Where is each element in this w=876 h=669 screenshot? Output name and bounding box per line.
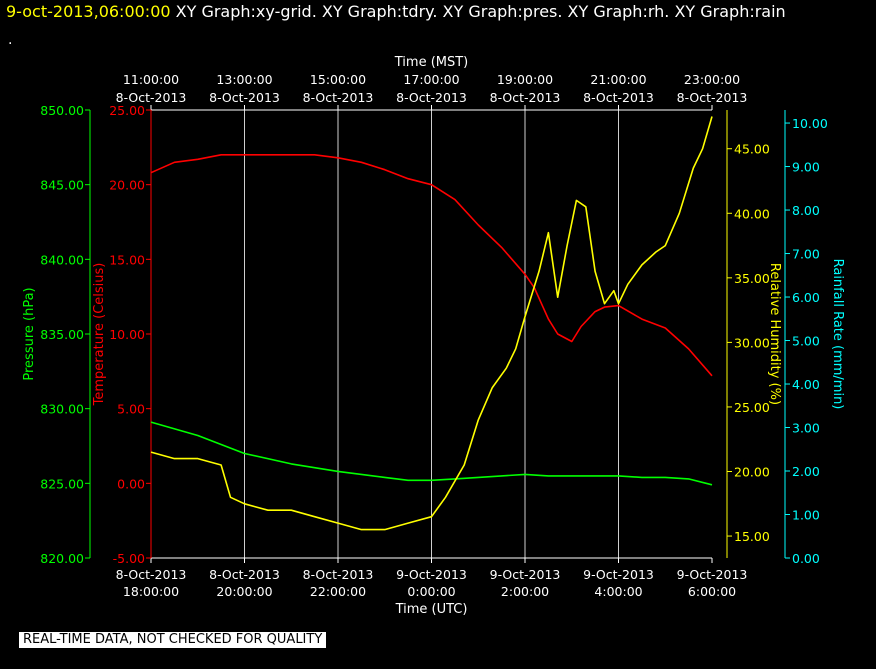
top-tick-date: 8-Oct-2013 <box>583 90 654 105</box>
bottom-tick-date: 8-Oct-2013 <box>116 567 187 582</box>
series-line-pres <box>150 421 713 486</box>
humidity-tick-label: 20.00 <box>734 464 770 479</box>
top-tick-date: 8-Oct-2013 <box>303 90 374 105</box>
rain-tick-label: 4.00 <box>792 377 820 392</box>
rain-tick-label: 3.00 <box>792 421 820 436</box>
header-graph-list: XY Graph:xy-grid. XY Graph:tdry. XY Grap… <box>170 2 786 21</box>
top-tick-date: 8-Oct-2013 <box>490 90 561 105</box>
rain-tick-label: 7.00 <box>792 247 820 262</box>
humidity-tick-label: 40.00 <box>734 206 770 221</box>
top-tick-time: 23:00:00 <box>684 72 740 87</box>
bottom-tick-date: 8-Oct-2013 <box>209 567 280 582</box>
bottom-tick-date: 9-Oct-2013 <box>396 567 467 582</box>
bottom-tick-date: 9-Oct-2013 <box>677 567 748 582</box>
humidity-axis-label: Relative Humidity (%) <box>767 263 782 405</box>
graph-header: 9-oct-2013,06:00:00 XY Graph:xy-grid. XY… <box>6 2 786 21</box>
top-tick-time: 21:00:00 <box>590 72 646 87</box>
rain-tick-label: 9.00 <box>792 160 820 175</box>
series-line-rh <box>150 116 713 531</box>
header-timestamp: 9-oct-2013,06:00:00 <box>6 2 171 21</box>
temperature-tick-label: -5.00 <box>113 551 145 566</box>
bottom-tick-date: 9-Oct-2013 <box>583 567 654 582</box>
series-line-tdry <box>150 154 713 377</box>
temperature-tick-label: 10.00 <box>109 327 145 342</box>
pressure-tick-label: 820.00 <box>40 551 84 566</box>
pressure-tick-label: 830.00 <box>40 402 84 417</box>
temperature-tick-label: 20.00 <box>109 178 145 193</box>
top-tick-date: 8-Oct-2013 <box>396 90 467 105</box>
top-axis-title: Time (MST) <box>394 55 469 70</box>
rain-tick-label: 2.00 <box>792 464 820 479</box>
pressure-tick-label: 835.00 <box>40 327 84 342</box>
rain-tick-label: 10.00 <box>792 116 828 131</box>
rain-tick-label: 6.00 <box>792 290 820 305</box>
pressure-tick-label: 850.00 <box>40 103 84 118</box>
top-tick-time: 19:00:00 <box>497 72 553 87</box>
temperature-tick-label: 0.00 <box>117 476 145 491</box>
pressure-tick-label: 840.00 <box>40 252 84 267</box>
top-tick-time: 17:00:00 <box>403 72 459 87</box>
pressure-tick-label: 825.00 <box>40 476 84 491</box>
humidity-tick-label: 30.00 <box>734 335 770 350</box>
bottom-tick-time: 22:00:00 <box>310 584 366 599</box>
series-lines <box>150 116 713 531</box>
rain-tick-label: 8.00 <box>792 203 820 218</box>
rain-axis-label: Rainfall Rate (mm/min) <box>830 259 845 410</box>
quality-notice: REAL-TIME DATA, NOT CHECKED FOR QUALITY <box>19 632 327 648</box>
temperature-tick-label: 5.00 <box>117 402 145 417</box>
pressure-axis-label: Pressure (hPa) <box>22 287 37 380</box>
bottom-tick-date: 9-Oct-2013 <box>490 567 561 582</box>
top-tick-time: 15:00:00 <box>310 72 366 87</box>
top-tick-date: 8-Oct-2013 <box>209 90 280 105</box>
bottom-axis-title: Time (UTC) <box>395 602 468 617</box>
bottom-tick-time: 0:00:00 <box>407 584 455 599</box>
rain-tick-label: 5.00 <box>792 334 820 349</box>
bottom-tick-time: 4:00:00 <box>594 584 642 599</box>
bottom-tick-date: 8-Oct-2013 <box>303 567 374 582</box>
humidity-tick-label: 25.00 <box>734 400 770 415</box>
rain-tick-label: 0.00 <box>792 551 820 566</box>
temperature-tick-label: 25.00 <box>109 103 145 118</box>
bottom-tick-time: 18:00:00 <box>123 584 179 599</box>
top-tick-time: 11:00:00 <box>123 72 179 87</box>
humidity-tick-label: 15.00 <box>734 529 770 544</box>
axes: 8-Oct-2013 18:00:00 8-Oct-2013 20:00:00 8-Oc… <box>22 55 845 617</box>
temperature-tick-label: 15.00 <box>109 252 145 267</box>
header-second-line: . <box>8 32 13 48</box>
bottom-tick-time: 2:00:00 <box>501 584 549 599</box>
rain-tick-label: 1.00 <box>792 508 820 523</box>
humidity-tick-label: 45.00 <box>734 142 770 157</box>
humidity-tick-label: 35.00 <box>734 271 770 286</box>
top-tick-date: 8-Oct-2013 <box>677 90 748 105</box>
bottom-tick-time: 20:00:00 <box>216 584 272 599</box>
bottom-tick-time: 6:00:00 <box>688 584 736 599</box>
grid-lines <box>244 110 619 558</box>
pressure-tick-label: 845.00 <box>40 178 84 193</box>
top-tick-time: 13:00:00 <box>216 72 272 87</box>
top-tick-date: 8-Oct-2013 <box>116 90 187 105</box>
temperature-axis-label: Temperature (Celsius) <box>92 263 107 407</box>
